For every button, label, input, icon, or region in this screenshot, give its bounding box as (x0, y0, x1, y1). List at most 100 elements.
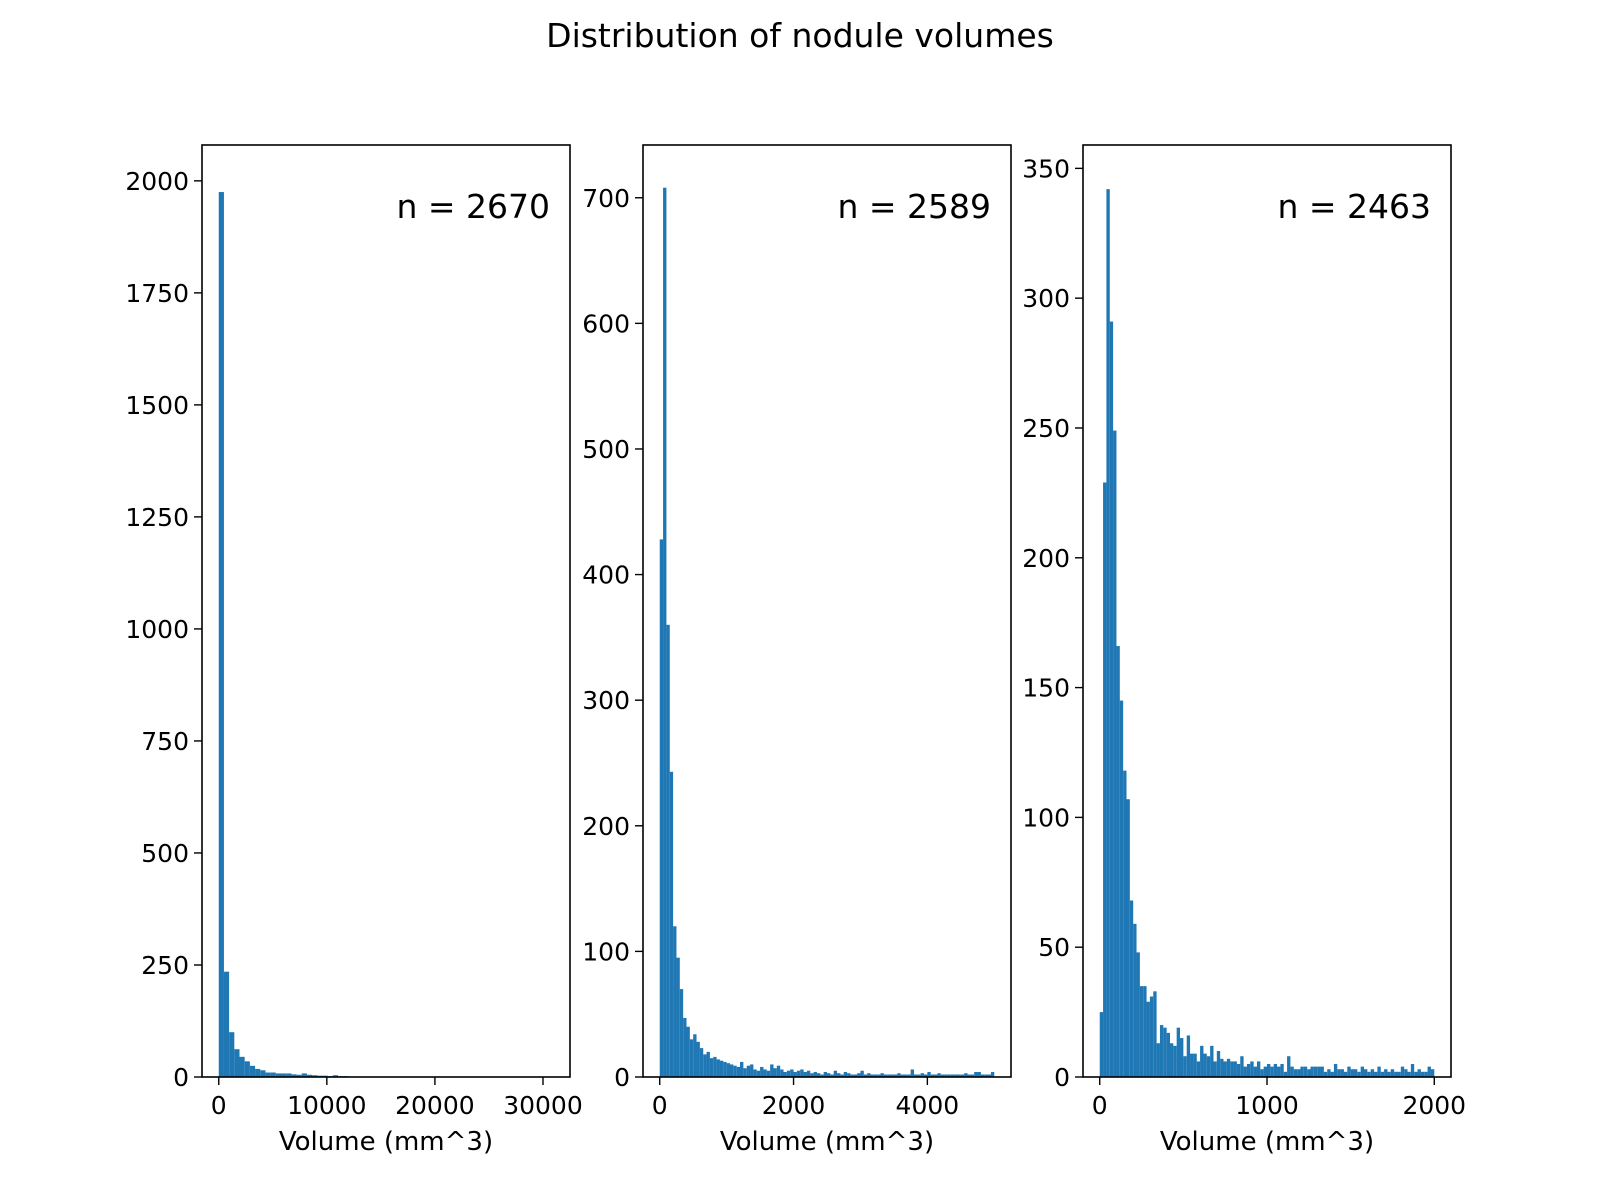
histogram-bar (1387, 1071, 1391, 1077)
histogram-bar (1400, 1066, 1405, 1077)
histogram-bar (853, 1074, 858, 1077)
x-axis-label: Volume (mm^3) (279, 1127, 493, 1157)
histogram-bar (260, 1070, 266, 1077)
histogram-bar (1146, 1001, 1150, 1077)
histogram-bar (1230, 1061, 1234, 1077)
histogram-bar (1343, 1071, 1348, 1077)
histogram-bar (719, 1060, 724, 1077)
histogram-bar (766, 1070, 771, 1077)
x-tick-label: 10000 (287, 1091, 367, 1120)
histogram-bar (1404, 1069, 1408, 1077)
histogram-bar (843, 1071, 848, 1077)
histogram-bar (291, 1074, 297, 1077)
histogram-bar (1103, 482, 1107, 1077)
histogram-bar (890, 1074, 894, 1077)
histogram-bar (1357, 1071, 1361, 1077)
histogram-bar (917, 1074, 921, 1077)
histogram-bar (1327, 1069, 1331, 1077)
histogram-bar (1243, 1066, 1247, 1077)
histogram-bar (880, 1073, 884, 1077)
histogram-bar (793, 1071, 797, 1077)
histogram-bar (1300, 1066, 1304, 1077)
histogram-bar (1186, 1035, 1191, 1077)
histogram-bar (1417, 1069, 1421, 1077)
histogram-bar (255, 1068, 261, 1077)
histogram-bar (1277, 1066, 1281, 1077)
x-axis-label: Volume (mm^3) (1160, 1127, 1374, 1157)
histogram-bar (1353, 1069, 1358, 1077)
histogram-bar (756, 1070, 761, 1077)
histogram-bar (1424, 1071, 1428, 1077)
histogram-bar (786, 1070, 791, 1077)
histogram-bar (1380, 1071, 1385, 1077)
histogram-bar (1153, 991, 1157, 1077)
histogram-bar (1200, 1045, 1204, 1077)
histogram-bar (873, 1074, 878, 1077)
histogram-bar (1330, 1071, 1334, 1077)
histogram-bar (964, 1073, 968, 1077)
x-tick-label: 2000 (1402, 1091, 1466, 1120)
histogram-bar (1159, 1025, 1164, 1077)
histogram-bar (816, 1073, 821, 1077)
histogram-bar (753, 1069, 757, 1077)
histogram-bar (1323, 1071, 1328, 1077)
histogram-bar (830, 1074, 834, 1077)
histogram-bar (1364, 1069, 1368, 1077)
histogram-bar (301, 1073, 307, 1077)
histogram-bar (659, 539, 664, 1077)
histogram-bar (733, 1065, 737, 1077)
histogram-bar (1290, 1066, 1294, 1077)
histogram-panel-3: 0 1000 2000 0 50 100 150 200 250 300 350 Volume (mm… (1022, 144, 1466, 1157)
histogram-bar (947, 1074, 951, 1077)
histogram-bar (1213, 1061, 1217, 1077)
histogram-panel-1: 0 10000 20000 30000 0 250 500 750 1000 1250 1500 17… (125, 144, 583, 1157)
y-tick-label: 100 (1022, 803, 1070, 832)
histogram-bar (877, 1074, 881, 1077)
axes-frame (1082, 144, 1452, 1078)
histogram-bar (699, 1048, 704, 1077)
histogram-bar (887, 1074, 891, 1077)
histogram-bar (1307, 1069, 1311, 1077)
y-tick-label: 250 (141, 951, 189, 980)
histogram-bar (1337, 1069, 1341, 1077)
histogram-bar (1166, 1032, 1170, 1077)
histogram-bar (820, 1074, 824, 1077)
histogram-bar (1297, 1069, 1301, 1077)
histogram-bar (1233, 1061, 1237, 1077)
axes-frame (642, 144, 1012, 1078)
histogram-bar (773, 1068, 777, 1077)
histogram-bar (663, 187, 667, 1077)
sample-count-annotation: n = 2670 (396, 187, 550, 226)
histogram-bar (696, 1041, 700, 1077)
histogram-bar (312, 1075, 318, 1077)
histogram-bar (1377, 1066, 1381, 1077)
histogram-bar (813, 1071, 817, 1077)
histogram-bar (673, 926, 677, 1077)
y-tick-label: 50 (1038, 933, 1070, 962)
y-tick-label: 200 (582, 812, 630, 841)
histogram-bar (927, 1071, 931, 1077)
histogram-bar (1410, 1064, 1415, 1077)
y-tick-label: 200 (1022, 544, 1070, 573)
y-tick-label: 500 (141, 839, 189, 868)
histogram-bar (1113, 430, 1117, 1077)
histogram-bar (736, 1066, 741, 1077)
histogram-bar (1280, 1064, 1284, 1077)
histogram-bar (960, 1074, 965, 1077)
histogram-bar (1246, 1064, 1251, 1077)
x-tick-label: 4000 (896, 1091, 960, 1120)
x-tick-label: 0 (1092, 1091, 1108, 1120)
histogram-bar (716, 1059, 720, 1077)
histogram-bar (1183, 1056, 1187, 1077)
histogram-bar (1099, 1012, 1104, 1077)
histogram-bar (1133, 923, 1137, 1077)
histogram-bar (1226, 1058, 1231, 1077)
histogram-bar (1156, 1043, 1160, 1077)
histogram-bar (863, 1074, 868, 1077)
histogram-bar (1206, 1056, 1211, 1077)
x-tick-label: 0 (211, 1091, 227, 1120)
histogram-bar (796, 1070, 801, 1077)
histogram-bar (870, 1074, 874, 1077)
histogram-bar (743, 1068, 747, 1077)
